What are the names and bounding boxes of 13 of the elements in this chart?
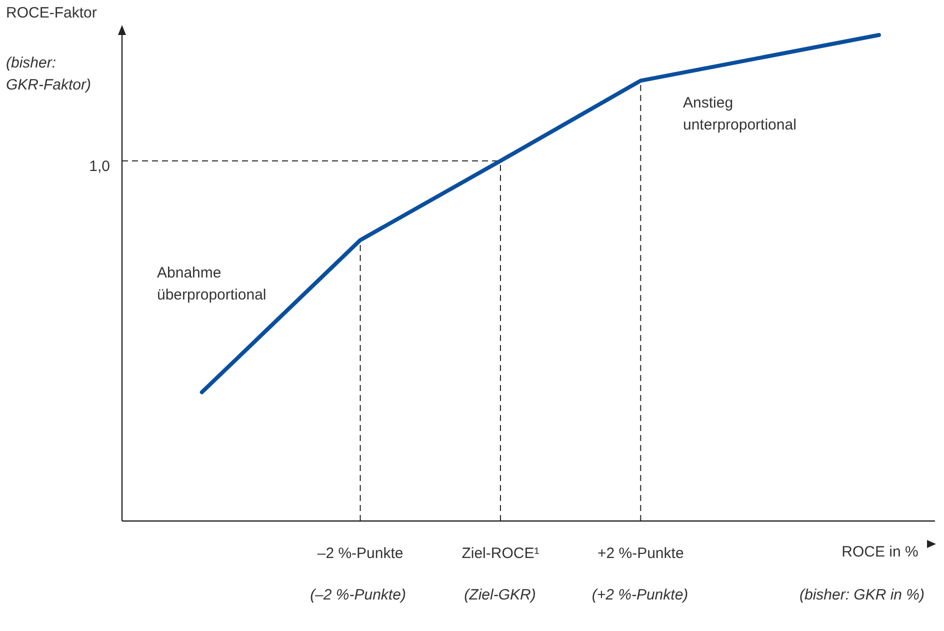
text: 1,0 (89, 158, 110, 176)
annotation: Abnahme überproportional (157, 264, 266, 304)
y-axis-title: ROCE-Faktor (6, 4, 97, 22)
x-tick-label: –2 %-Punkte (317, 545, 404, 562)
annotation: Anstieg unterproportional (683, 94, 796, 134)
x-axis-title: ROCE in % (842, 544, 918, 561)
x-tick-label: +2 %-Punkte (597, 545, 684, 562)
text: (bisher: GKR in %) (799, 586, 925, 604)
text: (–2 %-Punkte) (310, 586, 406, 604)
text: (+2 %-Punkte) (592, 586, 688, 604)
text: (Ziel-GKR) (464, 586, 536, 604)
text: (bisher: GKR-Faktor) (6, 54, 92, 94)
x-tick-label: Ziel-ROCE¹ (462, 545, 540, 562)
